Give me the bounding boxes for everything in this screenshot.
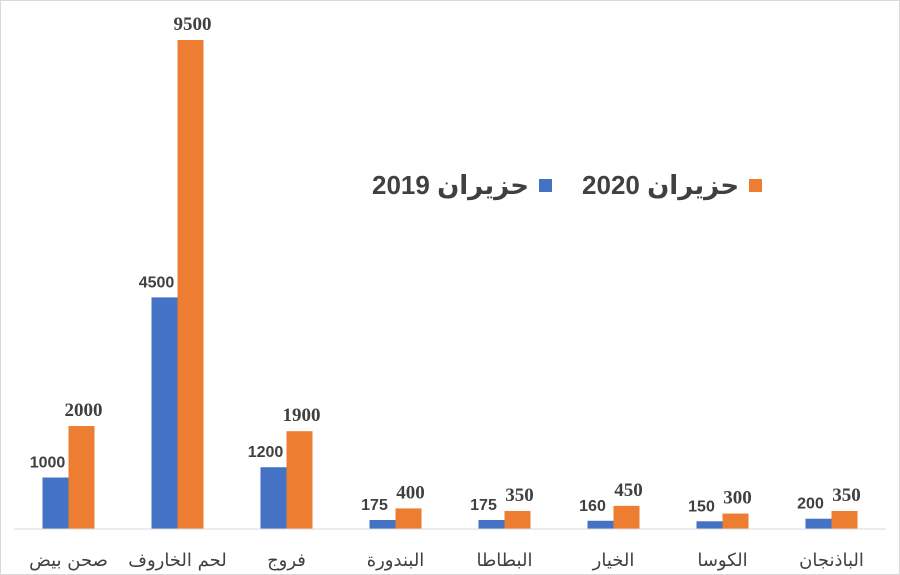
legend-swatch-2019 bbox=[539, 179, 553, 192]
data-label-2020-4: 350 bbox=[505, 485, 534, 506]
data-label-2019-1: 4500 bbox=[139, 274, 175, 291]
data-label-2020-5: 450 bbox=[614, 480, 643, 501]
labels-layer: 1000 2000 صحن بيض 4500 9500 لحم الخاروف 1200 19… bbox=[29, 14, 864, 571]
bar-2019-0 bbox=[42, 477, 69, 529]
bar-2020-7 bbox=[831, 510, 858, 529]
category-label-1: لحم الخاروف bbox=[128, 550, 226, 571]
bars-layer bbox=[42, 40, 858, 529]
bar-2019-5 bbox=[587, 520, 614, 529]
data-label-2020-1: 9500 bbox=[174, 14, 212, 35]
bar-2019-3 bbox=[369, 519, 396, 529]
data-label-2019-3: 175 bbox=[361, 497, 388, 514]
legend-swatch-2020 bbox=[749, 179, 763, 192]
legend-label-2020: حزيران 2020 bbox=[582, 170, 740, 200]
category-label-5: الخيار bbox=[592, 550, 635, 571]
bar-2020-5 bbox=[613, 505, 640, 529]
bar-2019-6 bbox=[696, 521, 723, 529]
data-label-2020-7: 350 bbox=[832, 485, 861, 506]
data-label-2020-2: 1900 bbox=[283, 405, 321, 426]
bar-2019-2 bbox=[260, 467, 287, 529]
bar-2020-3 bbox=[395, 508, 422, 529]
category-label-3: البندورة bbox=[367, 550, 425, 571]
bar-2020-1 bbox=[177, 40, 204, 529]
bar-2020-6 bbox=[722, 513, 749, 529]
data-label-2019-7: 200 bbox=[797, 496, 824, 513]
data-label-2019-4: 175 bbox=[470, 497, 497, 514]
bar-2019-7 bbox=[805, 518, 832, 529]
data-label-2019-2: 1200 bbox=[248, 444, 284, 461]
chart-legend: حزيران 2020 حزيران 2019 bbox=[372, 170, 763, 201]
bar-2020-4 bbox=[504, 510, 531, 529]
legend-item-2019: حزيران 2019 bbox=[372, 170, 553, 201]
data-label-2020-0: 2000 bbox=[65, 400, 103, 421]
data-label-2019-6: 150 bbox=[688, 498, 715, 515]
bar-2019-4 bbox=[478, 519, 505, 529]
category-label-2: فروج bbox=[267, 550, 306, 571]
category-label-7: الباذنجان bbox=[799, 550, 864, 571]
bar-2019-1 bbox=[151, 297, 178, 529]
category-label-6: الكوسا bbox=[697, 550, 747, 571]
bar-2020-2 bbox=[286, 431, 313, 529]
data-label-2020-3: 400 bbox=[396, 482, 425, 503]
legend-item-2020: حزيران 2020 bbox=[582, 170, 763, 201]
data-label-2020-6: 300 bbox=[723, 488, 752, 509]
category-label-4: البطاطا bbox=[477, 550, 533, 571]
data-label-2019-5: 160 bbox=[579, 498, 606, 515]
data-label-2019-0: 1000 bbox=[30, 455, 66, 472]
bar-2020-0 bbox=[68, 426, 95, 529]
legend-label-2019: حزيران 2019 bbox=[372, 170, 530, 200]
category-label-0: صحن بيض bbox=[29, 550, 108, 571]
